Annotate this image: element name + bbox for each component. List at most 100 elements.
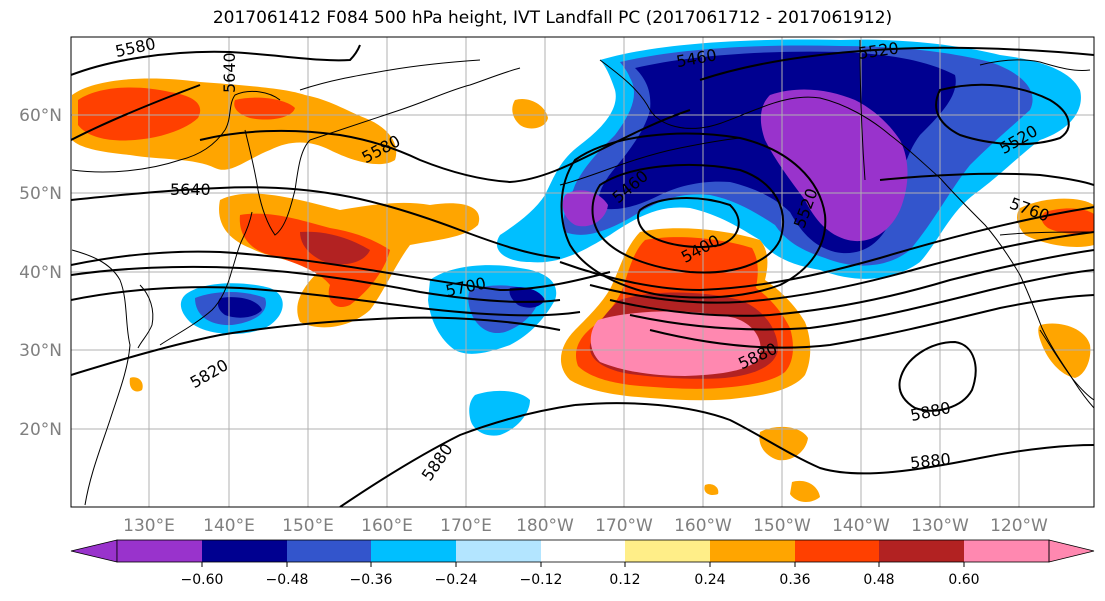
colorbar-bin bbox=[879, 540, 964, 562]
lat-label-40n: 40°N bbox=[19, 263, 62, 283]
shading-east-orange bbox=[759, 426, 808, 461]
coast-baja bbox=[1039, 329, 1094, 401]
coast-us-border bbox=[999, 231, 1094, 236]
contour-5640-nw bbox=[71, 84, 201, 141]
colorbar-frame bbox=[116, 539, 1050, 563]
lon-label-160w: 160°W bbox=[674, 516, 732, 536]
contour-ne-arc-2 bbox=[879, 172, 1094, 186]
contour-low-5460 bbox=[591, 164, 785, 274]
colorbar-extend-min bbox=[70, 539, 118, 563]
colorbar-ticks bbox=[201, 562, 965, 567]
contour-band-5880 bbox=[649, 294, 1094, 349]
lat-label-50n: 50°N bbox=[19, 184, 62, 204]
shading-east-orange-2 bbox=[790, 480, 820, 503]
colorbar-tick-label: 0.12 bbox=[609, 572, 640, 588]
colorbar-tick-label: 0.60 bbox=[948, 572, 979, 588]
shading-aleutian-orange bbox=[512, 98, 548, 129]
coast-aleutians bbox=[559, 137, 741, 186]
coast-canada-interior bbox=[859, 39, 866, 181]
shading-kuril-red bbox=[239, 213, 390, 308]
lat-label-20n: 20°N bbox=[19, 420, 62, 440]
coast-chukotka bbox=[309, 67, 521, 141]
contour-5880-sw bbox=[339, 404, 576, 507]
colorbar-tick-label: −0.48 bbox=[266, 572, 309, 588]
colorbar-bin bbox=[710, 540, 795, 562]
colorbar-tick-label: −0.12 bbox=[520, 572, 563, 588]
height-contours bbox=[71, 44, 1094, 507]
contour-label: 5640 bbox=[170, 180, 211, 199]
colorbar-extend-max bbox=[1048, 539, 1095, 563]
contour-band-4 bbox=[629, 269, 1094, 331]
contour-5700-w bbox=[71, 250, 611, 292]
shading-main-pink bbox=[590, 311, 761, 376]
longitude-labels: 130°E 140°E 150°E 160°E 170°E 180°W 170°… bbox=[123, 516, 1048, 536]
coast-kamchatka bbox=[244, 129, 311, 236]
coast-japan bbox=[159, 211, 253, 346]
contour-band-2 bbox=[589, 231, 1094, 304]
shading-hawaii-sky bbox=[469, 390, 530, 436]
contour-ne-5520 bbox=[935, 83, 1070, 146]
colorbar-labels: −0.60 −0.48 −0.36 −0.24 −0.12 0.12 0.24 … bbox=[181, 572, 980, 588]
lat-label-30n: 30°N bbox=[19, 341, 62, 361]
lon-label-120w: 120°W bbox=[990, 516, 1048, 536]
contour-ne-arc bbox=[699, 46, 1094, 81]
colorbar-tick-label: 0.24 bbox=[694, 572, 725, 588]
coast-okhotsk bbox=[71, 90, 281, 173]
colorbar-bin bbox=[964, 540, 1049, 562]
latitude-labels: 60°N 50°N 40°N 30°N 20°N bbox=[19, 106, 62, 440]
shading-small-orange-2 bbox=[704, 484, 719, 495]
colorbar-bin bbox=[117, 540, 202, 562]
colorbar-tick-label: 0.36 bbox=[779, 572, 810, 588]
coast-korea bbox=[137, 284, 154, 349]
shading-siberia-red bbox=[78, 87, 201, 141]
contour-east-5880-ring bbox=[898, 340, 977, 412]
colorbar-bin bbox=[456, 540, 541, 562]
lon-label-150e: 150°E bbox=[282, 516, 334, 536]
colorbar-bin bbox=[371, 540, 456, 562]
gridlines bbox=[71, 37, 1094, 507]
coast-alaska bbox=[599, 59, 941, 179]
contour-5820 bbox=[71, 316, 561, 376]
colorbar-bin bbox=[287, 540, 371, 562]
contour-label: 5880 bbox=[909, 449, 951, 472]
contour-5880-se bbox=[574, 402, 1094, 475]
shading-east-orange-3 bbox=[1038, 323, 1091, 378]
lon-label-130e: 130°E bbox=[123, 516, 175, 536]
lon-label-180w: 180°W bbox=[516, 516, 574, 536]
coastlines bbox=[71, 39, 1094, 506]
colorbar-bin bbox=[541, 540, 625, 562]
shading-siberia-red-2 bbox=[234, 97, 295, 120]
shading-north-pacific-purple-2 bbox=[562, 190, 608, 227]
colorbar: −0.60 −0.48 −0.36 −0.24 −0.12 0.12 0.24 … bbox=[70, 539, 1095, 588]
shading-kuril-darkred bbox=[300, 231, 370, 265]
contour-low-5520 bbox=[560, 132, 827, 299]
shading-small-orange bbox=[129, 377, 143, 392]
lon-label-170w: 170°W bbox=[595, 516, 653, 536]
map-panel: 5580 5640 5460 5520 5580 5520 5640 5460 … bbox=[70, 36, 1095, 508]
lon-label-150w: 150°W bbox=[753, 516, 811, 536]
contour-5640-w bbox=[71, 186, 561, 259]
lat-label-60n: 60°N bbox=[19, 106, 62, 126]
colorbar-tick-label: −0.24 bbox=[435, 572, 478, 588]
colorbar-tick-label: 0.48 bbox=[863, 572, 894, 588]
lon-label-140e: 140°E bbox=[203, 516, 255, 536]
lon-label-170e: 170°E bbox=[440, 516, 492, 536]
contour-5580-ne bbox=[199, 109, 691, 184]
contour-low-5400 bbox=[636, 197, 740, 248]
contour-band-1 bbox=[559, 206, 1094, 292]
colorbar-bin bbox=[795, 540, 879, 562]
contour-label: 5640 bbox=[220, 52, 239, 93]
coast-hudson bbox=[979, 59, 1091, 71]
shading-north-pacific-purple bbox=[760, 89, 908, 242]
colorbar-bin bbox=[202, 540, 287, 562]
lon-label-130w: 130°W bbox=[911, 516, 969, 536]
contour-5700-b bbox=[71, 265, 561, 303]
lon-label-140w: 140°W bbox=[832, 516, 890, 536]
colorbar-bin bbox=[625, 540, 710, 562]
contour-5580-nw bbox=[71, 44, 361, 76]
lon-label-160e: 160°E bbox=[361, 516, 413, 536]
map-frame bbox=[70, 36, 1095, 508]
colorbar-tick-label: −0.36 bbox=[350, 572, 393, 588]
contour-5760-w bbox=[71, 286, 581, 317]
